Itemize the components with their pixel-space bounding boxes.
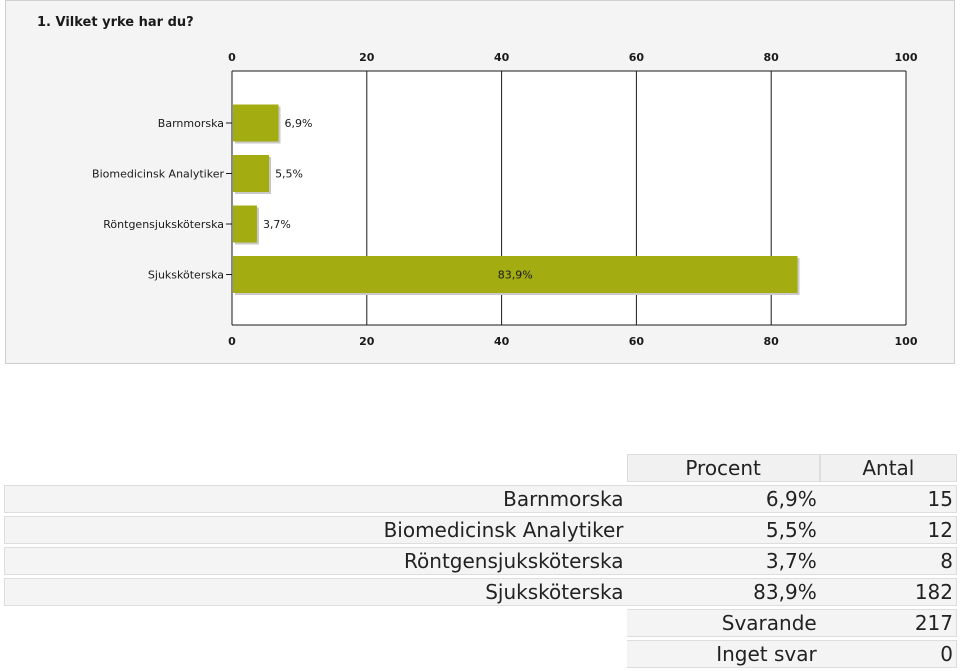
category-label: Sjuksköterska: [148, 269, 224, 282]
table-row: Sjuksköterska 83,9% 182: [4, 578, 957, 606]
x-tick-label-top: 40: [494, 51, 510, 64]
x-tick-label-bottom: 80: [764, 335, 780, 348]
header-percent: Procent: [626, 454, 820, 482]
category-label: Barnmorska: [158, 117, 224, 130]
row-percent: 83,9%: [626, 578, 820, 606]
x-tick-label-bottom: 60: [629, 335, 645, 348]
table-header-row: Procent Antal: [4, 454, 957, 482]
x-tick-label-bottom: 40: [494, 335, 510, 348]
chart-title: 1. Vilket yrke har du?: [37, 15, 194, 30]
header-count: Antal: [819, 454, 957, 482]
data-label: 83,9%: [498, 269, 533, 282]
chart-panel: 1. Vilket yrke har du? 0 0 20 20 40 40 60 60 80 8…: [5, 0, 955, 364]
data-label: 5,5%: [275, 168, 303, 181]
category-label: Röntgensjuksköterska: [103, 218, 224, 231]
category-label: Biomedicinsk Analytiker: [92, 168, 224, 181]
table-row: Barnmorska 6,9% 15: [4, 485, 957, 513]
row-percent: 5,5%: [626, 516, 820, 544]
row-count: 8: [819, 547, 957, 575]
row-count: 12: [819, 516, 957, 544]
row-label: Biomedicinsk Analytiker: [4, 516, 627, 544]
x-tick-label-bottom: 0: [228, 335, 236, 348]
row-label: Röntgensjuksköterska: [4, 547, 627, 575]
results-table: Procent Antal Barnmorska 6,9% 15 Biomedi…: [4, 451, 957, 671]
x-tick-label-top: 20: [359, 51, 375, 64]
row-count: 15: [819, 485, 957, 513]
x-tick-label-top: 0: [228, 51, 236, 64]
no-answer-label: Inget svar: [626, 640, 820, 668]
data-label: 3,7%: [263, 218, 291, 231]
x-tick-label-top: 60: [629, 51, 645, 64]
row-percent: 6,9%: [626, 485, 820, 513]
bar-chart: 1. Vilket yrke har du? 0 0 20 20 40 40 60 60 80 8…: [37, 15, 918, 348]
table-row: Röntgensjuksköterska 3,7% 8: [4, 547, 957, 575]
bar: [233, 205, 257, 243]
data-label: 6,9%: [285, 117, 313, 130]
bar: [233, 104, 279, 142]
x-tick-label-bottom: 100: [895, 335, 918, 348]
row-label: Sjuksköterska: [4, 578, 627, 606]
no-answer-count: 0: [819, 640, 957, 668]
x-tick-label-bottom: 20: [359, 335, 375, 348]
bar: [233, 155, 270, 192]
table-row: Biomedicinsk Analytiker 5,5% 12: [4, 516, 957, 544]
bar: [233, 256, 798, 293]
row-percent: 3,7%: [626, 547, 820, 575]
no-answer-row: Inget svar 0: [4, 640, 957, 668]
row-label: Barnmorska: [4, 485, 627, 513]
answered-count: 217: [819, 609, 957, 637]
row-count: 182: [819, 578, 957, 606]
answered-label: Svarande: [626, 609, 820, 637]
x-tick-label-top: 100: [895, 51, 918, 64]
x-tick-label-top: 80: [764, 51, 780, 64]
answered-row: Svarande 217: [4, 609, 957, 637]
